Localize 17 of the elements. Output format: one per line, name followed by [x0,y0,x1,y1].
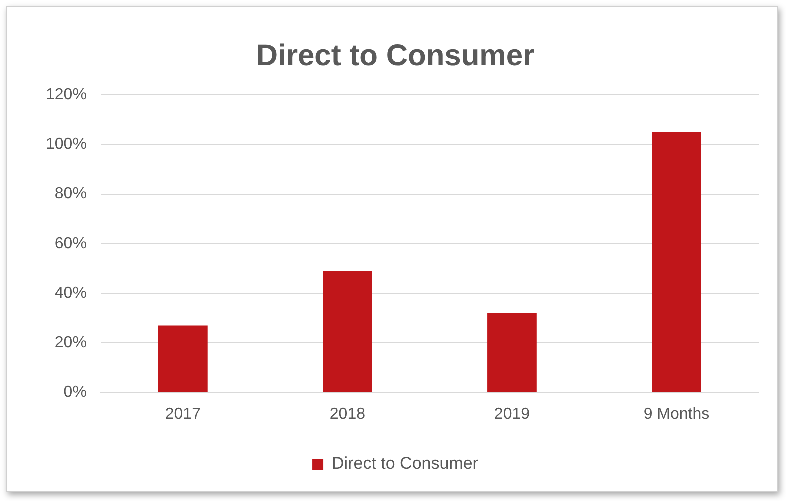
bar [323,271,372,392]
bar [158,326,208,392]
bar [652,132,702,392]
x-tick-label: 9 Months [644,406,710,423]
x-tick-label: 2018 [330,406,366,423]
chart-title: Direct to Consumer [256,39,536,72]
x-tick-label: 2019 [494,406,530,423]
y-tick-label: 20% [54,334,87,352]
x-tick-label: 2017 [165,406,202,423]
y-tick-label: 100% [46,136,87,154]
legend-label: Direct to Consumer [332,454,479,474]
y-tick-label: 80% [54,186,87,203]
y-tick-label: 120% [46,86,87,104]
y-tick-label: 0% [64,384,87,402]
bar [488,313,537,392]
y-tick-label: 40% [54,284,87,302]
y-tick-label: 60% [54,235,87,252]
